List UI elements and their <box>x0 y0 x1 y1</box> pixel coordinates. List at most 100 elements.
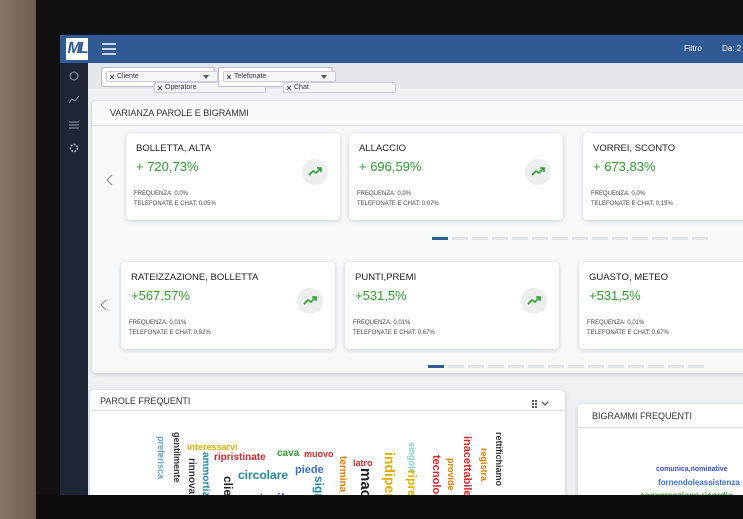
filter-chip[interactable]: Chat <box>283 82 396 93</box>
cloud-word: gentilmente <box>172 432 182 483</box>
card-frequency: FREQUENZA: 0,0% <box>357 191 412 197</box>
cloud-word: muovo <box>304 449 334 459</box>
carousel-dot[interactable] <box>652 237 668 240</box>
card-title: PUNTI,PREMI <box>355 272 417 283</box>
divider <box>578 427 743 428</box>
variance-card[interactable]: RATEIZZAZIONE, BOLLETTA +567,57% FREQUENZA… <box>121 262 335 349</box>
options-icon[interactable] <box>531 399 551 409</box>
date-label[interactable]: Da: 2 <box>722 44 742 53</box>
trend-arrow <box>303 296 317 305</box>
cloud-word: ammortizza <box>200 452 211 508</box>
trend-arrow <box>308 167 322 176</box>
carousel-dot[interactable] <box>548 365 564 368</box>
carousel-dot[interactable] <box>432 237 448 240</box>
filter-select[interactable]: Cliente Operatore <box>101 67 266 93</box>
variance-card[interactable]: ALLACCIO + 696,59% FREQUENZA: 0,0% TELEFONA… <box>349 133 563 220</box>
card-title: VORREI, SCONTO <box>593 143 676 154</box>
panel-title: BIGRAMMI FREQUENTI <box>592 411 693 421</box>
menu-icon[interactable] <box>101 42 117 56</box>
cloud-word: rinnova <box>186 458 197 495</box>
filter-chip[interactable]: Cliente <box>106 71 218 82</box>
card-frequency: FREQUENZA: 0,01% <box>587 320 645 326</box>
trend-icon <box>302 159 328 185</box>
chip-remove[interactable] <box>158 86 162 90</box>
carousel-dot[interactable] <box>492 237 508 240</box>
carousel-dot[interactable] <box>428 365 444 368</box>
carousel-dot[interactable] <box>612 237 628 240</box>
chip-remove[interactable] <box>110 75 114 79</box>
carousel-dot[interactable] <box>648 365 664 368</box>
sidebar-icons[interactable] <box>60 63 88 163</box>
logo[interactable]: ML <box>66 38 89 60</box>
carousel-dot[interactable] <box>628 365 644 368</box>
panel-title: PAROLE FREQUENTI <box>100 396 191 406</box>
chevron <box>100 299 107 311</box>
cloud-word: rettifichiamo <box>494 432 504 487</box>
panel-options[interactable] <box>531 396 551 409</box>
filter-select[interactable]: Telefonate Chat <box>218 67 396 93</box>
cloud-word: cava <box>277 448 300 459</box>
carousel-dot[interactable] <box>588 365 604 368</box>
chip-remove[interactable] <box>227 75 231 79</box>
chip-remove[interactable] <box>287 86 291 90</box>
carousel-dot[interactable] <box>692 237 708 240</box>
trend-arrow <box>531 167 545 176</box>
bezel <box>36 0 743 35</box>
carousel-dot[interactable] <box>688 365 704 368</box>
divider <box>92 125 743 126</box>
card-calls: TELEFONATE E CHAT: 0,67% <box>353 330 435 336</box>
carousel-dot[interactable] <box>572 237 588 240</box>
carousel-dot[interactable] <box>672 237 688 240</box>
carousel-dot[interactable] <box>488 365 504 368</box>
dropdown-arrow[interactable] <box>203 75 209 79</box>
cloud-word: ripristinate <box>214 452 266 463</box>
carousel-dot[interactable] <box>608 365 624 368</box>
cloud-word: inacettabile <box>461 436 473 497</box>
card-frequency: FREQUENZA: 0,01% <box>353 320 411 326</box>
carousel-dot[interactable] <box>668 365 684 368</box>
carousel-prev[interactable] <box>106 173 114 186</box>
carousel-dot[interactable] <box>472 237 488 240</box>
card-title: GUASTO, METEO <box>589 272 669 283</box>
header <box>60 35 743 63</box>
card-calls: TELEFONATE E CHAT: 0,07% <box>357 201 439 207</box>
cloud-word: interessarvi <box>187 442 238 452</box>
card-calls: TELEFONATE E CHAT: 0,52% <box>129 330 211 336</box>
trend-icon <box>297 288 323 314</box>
filter-chip[interactable]: Operatore <box>154 82 266 93</box>
card-value: + 673,83% <box>593 159 656 174</box>
carousel-dot[interactable] <box>452 237 468 240</box>
filter-label[interactable]: Filtro <box>684 44 702 53</box>
card-calls: TELEFONATE E CHAT: 0,15% <box>591 201 673 207</box>
variance-card[interactable]: PUNTI,PREMI +531,5% FREQUENZA: 0,01% TELEFO… <box>345 262 559 349</box>
dropdown-arrow[interactable] <box>321 75 327 79</box>
carousel-dot[interactable] <box>448 365 464 368</box>
cloud-word: latro <box>353 458 373 468</box>
variance-card[interactable]: BOLLETTA, ALTA + 720,73% FREQUENZA: 0,0% TE… <box>126 133 340 220</box>
carousel-dot[interactable] <box>512 237 528 240</box>
card-value: +567,57% <box>131 288 190 303</box>
divider <box>90 410 565 411</box>
cloud-word: piede <box>295 464 324 476</box>
carousel-dot[interactable] <box>532 237 548 240</box>
carousel-dot[interactable] <box>552 237 568 240</box>
carousel-dot[interactable] <box>508 365 524 368</box>
carousel-prev[interactable] <box>100 298 108 311</box>
carousel-dot[interactable] <box>528 365 544 368</box>
cloud-word: registra <box>479 448 489 482</box>
card-value: + 696,59% <box>359 159 422 174</box>
filter-chip[interactable]: Telefonate <box>223 71 336 82</box>
cloud-word: preferisca <box>156 436 166 480</box>
sidebar <box>60 63 88 495</box>
carousel-dot[interactable] <box>592 237 608 240</box>
variance-card[interactable]: GUASTO, METEO +531,5% FREQUENZA: 0,01% TELE… <box>579 262 743 349</box>
variance-card[interactable]: VORREI, SCONTO + 673,83% FREQUENZA: 0,0% TE… <box>583 133 743 220</box>
panel-title: VARIANZA PAROLE E BIGRAMMI <box>110 108 249 118</box>
card-value: + 720,73% <box>136 159 199 174</box>
carousel-dot[interactable] <box>568 365 584 368</box>
carousel-dot[interactable] <box>468 365 484 368</box>
cloud-word: provide <box>446 458 456 491</box>
carousel-dot[interactable] <box>632 237 648 240</box>
trend-icon <box>521 288 547 314</box>
